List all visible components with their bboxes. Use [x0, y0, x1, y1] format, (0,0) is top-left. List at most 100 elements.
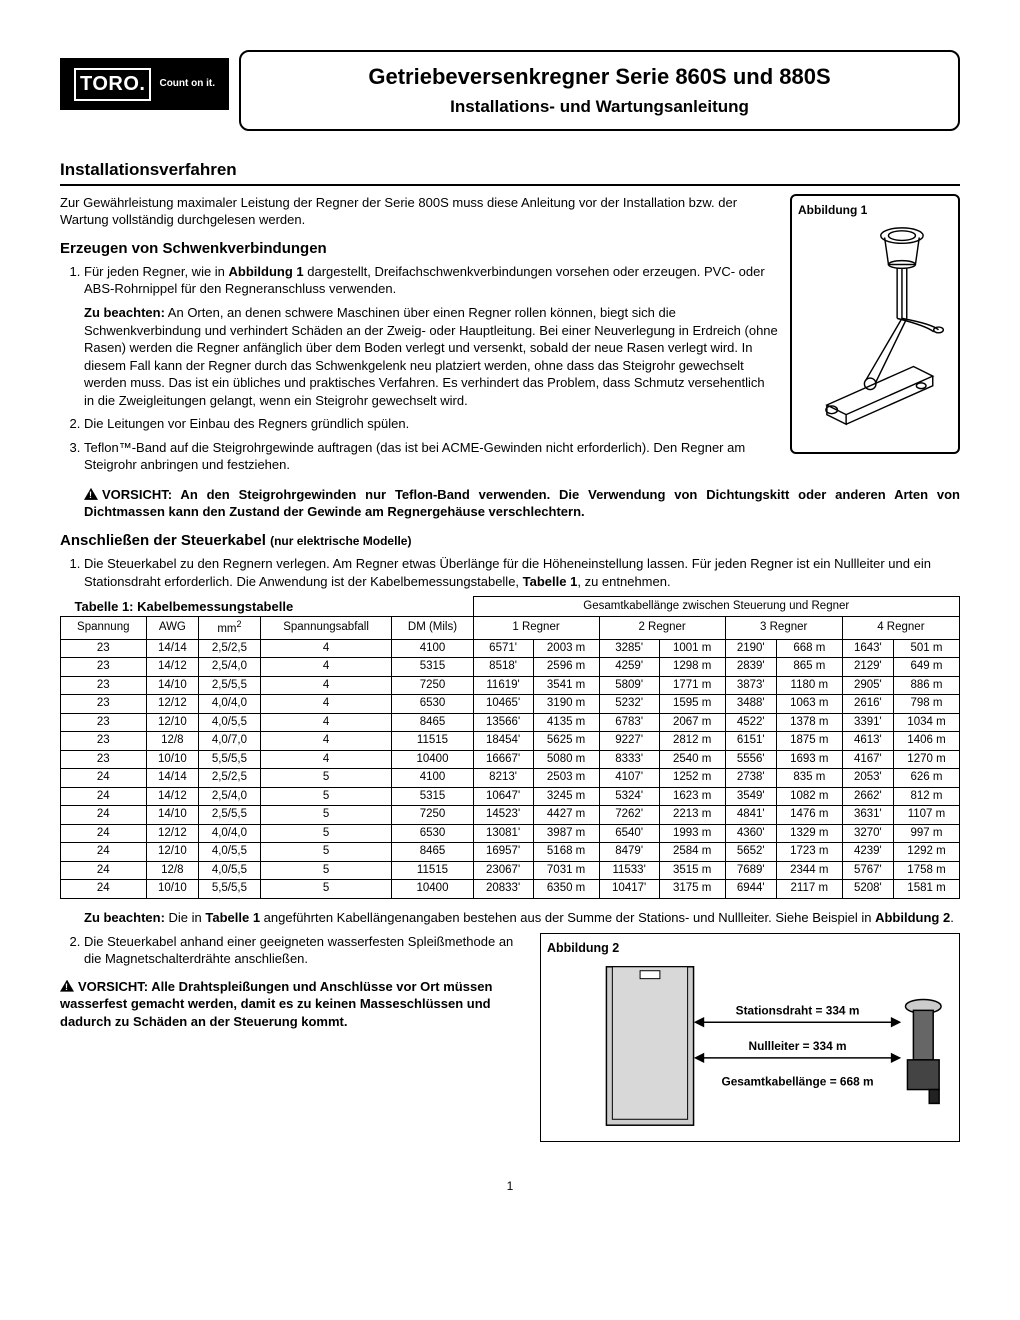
table-cell: 5767'	[842, 861, 893, 880]
table-cell: 6530	[392, 695, 473, 714]
th-r4: 4 Regner	[842, 617, 959, 639]
table-cell: 1252 m	[659, 769, 725, 788]
table-row: 2412/104,0/5,55846516957'5168 m8479'2584…	[61, 843, 960, 862]
table-cell: 5	[260, 824, 392, 843]
table-cell: 2503 m	[533, 769, 599, 788]
bottom-left-col: Die Steuerkabel anhand einer geeigneten …	[60, 933, 524, 1037]
table-cell: 2584 m	[659, 843, 725, 862]
table-cell: 6540'	[599, 824, 659, 843]
table-cell: 5315	[392, 658, 473, 677]
table-cell: 4	[260, 658, 392, 677]
table-cell: 4427 m	[533, 806, 599, 825]
table-cell: 2053'	[842, 769, 893, 788]
sub2-heading: Anschließen der Steuerkabel	[60, 532, 266, 549]
table-row: 2414/102,5/5,55725014523'4427 m7262'2213…	[61, 806, 960, 825]
table-cell: 7031 m	[533, 861, 599, 880]
table-cell: 14523'	[473, 806, 533, 825]
table-row: 2310/105,5/5,541040016667'5080 m8333'254…	[61, 750, 960, 769]
note-1-label: Zu beachten:	[84, 305, 165, 320]
table-cell: 6944'	[725, 880, 776, 899]
table-cell: 5	[260, 861, 392, 880]
document-subtitle: Installations- und Wartungsanleitung	[259, 96, 940, 119]
table-caption-right: Gesamtkabellänge zwischen Steuerung und …	[473, 597, 960, 617]
th-r3: 3 Regner	[725, 617, 842, 639]
table-cell: 23	[61, 695, 147, 714]
th-r2: 2 Regner	[599, 617, 725, 639]
table-cell: 2344 m	[776, 861, 842, 880]
table-cell: 4,0/4,0	[199, 695, 261, 714]
table-cell: 5	[260, 806, 392, 825]
caution-2: VORSICHT: Alle Drahtspleißungen und Ansc…	[60, 978, 524, 1031]
table-cell: 5324'	[599, 787, 659, 806]
table-cell: 11533'	[599, 861, 659, 880]
table-cell: 7262'	[599, 806, 659, 825]
table-cell: 668 m	[776, 639, 842, 658]
table-cell: 5,5/5,5	[199, 880, 261, 899]
table-cell: 1329 m	[776, 824, 842, 843]
table-cell: 2117 m	[776, 880, 842, 899]
table-cell: 23067'	[473, 861, 533, 880]
table-cell: 1001 m	[659, 639, 725, 658]
table-cell: 10647'	[473, 787, 533, 806]
caution-2-text: VORSICHT: Alle Drahtspleißungen und Ansc…	[60, 979, 492, 1029]
table-cell: 5168 m	[533, 843, 599, 862]
table-cell: 7250	[392, 676, 473, 695]
th-dm: DM (Mils)	[392, 617, 473, 639]
table-cell: 812 m	[893, 787, 959, 806]
table-cell: 2,5/4,0	[199, 787, 261, 806]
title-box: Getriebeversenkregner Serie 860S und 880…	[239, 50, 960, 131]
table-cell: 5	[260, 843, 392, 862]
table-cell: 8465	[392, 843, 473, 862]
table-cell: 1034 m	[893, 713, 959, 732]
table-cell: 3873'	[725, 676, 776, 695]
table-row: 2412/124,0/4,05653013081'3987 m6540'1993…	[61, 824, 960, 843]
table-cell: 4167'	[842, 750, 893, 769]
table-cell: 886 m	[893, 676, 959, 695]
table-cell: 501 m	[893, 639, 959, 658]
table-row: 2414/142,5/2,5541008213'2503 m4107'1252 …	[61, 769, 960, 788]
table-cell: 4107'	[599, 769, 659, 788]
table-cell: 24	[61, 787, 147, 806]
table-cell: 1180 m	[776, 676, 842, 695]
table-cell: 4	[260, 750, 392, 769]
wire-step1-pre: Die Steuerkabel zu den Regnern verlegen.…	[84, 556, 931, 589]
table-cell: 23	[61, 676, 147, 695]
table-cell: 4522'	[725, 713, 776, 732]
table-cell: 4100	[392, 769, 473, 788]
document-title: Getriebeversenkregner Serie 860S und 880…	[259, 62, 940, 92]
table-cell: 1063 m	[776, 695, 842, 714]
table-cell: 10/10	[146, 880, 199, 899]
table-cell: 20833'	[473, 880, 533, 899]
table-cell: 10/10	[146, 750, 199, 769]
note-2-mid: angeführten Kabellängenangaben bestehen …	[260, 910, 875, 925]
table-cell: 13081'	[473, 824, 533, 843]
table-cell: 4239'	[842, 843, 893, 862]
sub2-paren: (nur elektrische Modelle)	[270, 534, 411, 548]
table-cell: 12/10	[146, 843, 199, 862]
table-cell: 3515 m	[659, 861, 725, 880]
table-cell: 2616'	[842, 695, 893, 714]
table-cell: 14/10	[146, 806, 199, 825]
note-2-pre: Die in	[165, 910, 205, 925]
table-cell: 13566'	[473, 713, 533, 732]
table-cell: 4	[260, 732, 392, 751]
table-body: 2314/142,5/2,5441006571'2003 m3285'1001 …	[61, 639, 960, 898]
page-number: 1	[60, 1178, 960, 1194]
table-cell: 2,5/4,0	[199, 658, 261, 677]
table-cell: 5315	[392, 787, 473, 806]
table-cell: 3245 m	[533, 787, 599, 806]
table-cell: 11515	[392, 732, 473, 751]
th-r1: 1 Regner	[473, 617, 599, 639]
table-cell: 6571'	[473, 639, 533, 658]
caution-1-text: VORSICHT: An den Steigrohrgewinden nur T…	[84, 487, 960, 520]
table-cell: 10400	[392, 880, 473, 899]
subsection-control-wires: Anschließen der Steuerkabel (nur elektri…	[60, 531, 960, 551]
table-cell: 8518'	[473, 658, 533, 677]
table-cell: 2839'	[725, 658, 776, 677]
table-cell: 3987 m	[533, 824, 599, 843]
table-row: 2312/104,0/5,54846513566'4135 m6783'2067…	[61, 713, 960, 732]
table-cell: 1993 m	[659, 824, 725, 843]
table-cell: 11619'	[473, 676, 533, 695]
table-cell: 1643'	[842, 639, 893, 658]
table-cell: 8465	[392, 713, 473, 732]
